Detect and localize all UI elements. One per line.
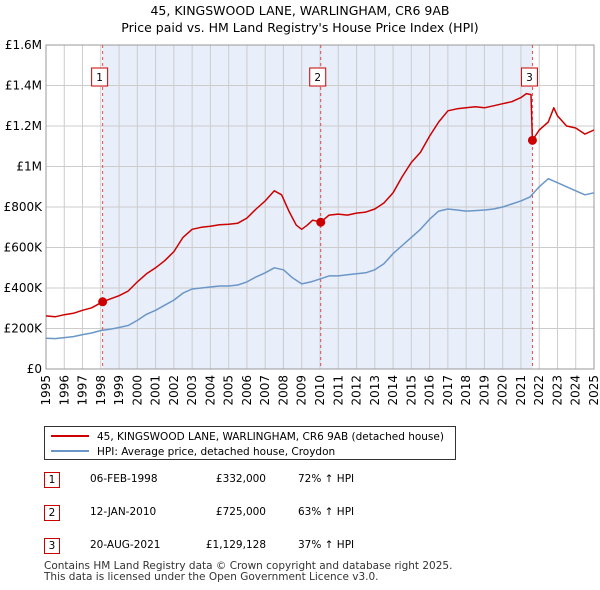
x-tick-label: 1996: [57, 375, 71, 406]
x-tick-label: 2006: [240, 375, 254, 406]
sale-point: [98, 297, 108, 307]
sale-point: [527, 135, 537, 145]
row-date: 12-JAN-2010: [90, 506, 157, 518]
legend-label-property: 45, KINGSWOOD LANE, WARLINGHAM, CR6 9AB …: [97, 431, 444, 443]
sale-label-number: 3: [526, 72, 533, 84]
row-date: 06-FEB-1998: [90, 473, 158, 485]
footer-attribution: Contains HM Land Registry data © Crown c…: [44, 561, 452, 583]
legend-label-hpi: HPI: Average price, detached house, Croy…: [97, 446, 336, 458]
x-tick-label: 2022: [532, 375, 546, 406]
y-tick-label: £600K: [4, 241, 44, 255]
y-tick-label: £1.6M: [5, 38, 42, 52]
chart-title: 45, KINGSWOOD LANE, WARLINGHAM, CR6 9AB …: [0, 2, 600, 36]
legend-item-hpi: HPI: Average price, detached house, Croy…: [51, 445, 335, 459]
x-tick-label: 1998: [94, 375, 108, 406]
hpi-series-line: [45, 177, 595, 340]
x-tick-label: 2008: [276, 375, 290, 406]
sale-point: [316, 217, 326, 227]
x-tick-label: 1995: [39, 375, 53, 406]
sale-label-number: 1: [96, 72, 103, 84]
row-marker-2: 2: [44, 505, 60, 521]
x-tick-label: 2025: [587, 375, 600, 406]
row-marker-3: 3: [44, 538, 60, 554]
row-hpi: 37% ↑ HPI: [298, 539, 355, 551]
x-tick-label: 2007: [258, 375, 272, 406]
sale-label-number: 2: [314, 72, 321, 84]
x-tick-label: 2020: [496, 375, 510, 406]
x-tick-label: 2012: [350, 375, 364, 406]
y-tick-label: £200K: [4, 322, 44, 336]
x-tick-label: 2015: [404, 375, 418, 406]
x-tick-label: 2018: [459, 375, 473, 406]
sale-label-box: [91, 67, 109, 87]
x-tick-label: 2013: [368, 375, 382, 406]
x-tick-label: 2011: [331, 375, 345, 406]
x-tick-label: 2002: [167, 375, 181, 406]
price-chart: 1 2 3 £0 £200K £400K £600K £800K £1M £1.2M £1.4M £1…: [4, 38, 600, 406]
row-price: £1,129,128: [205, 539, 266, 551]
x-tick-label: 2010: [313, 375, 327, 406]
chart-legend: 45, KINGSWOOD LANE, WARLINGHAM, CR6 9AB …: [44, 426, 456, 460]
x-tick-label: 2005: [222, 375, 236, 406]
x-tick-label: 2017: [441, 375, 455, 406]
legend-swatch-red: [51, 435, 89, 437]
x-tick-label: 2009: [295, 375, 309, 406]
footer-line-2: This data is licensed under the Open Gov…: [44, 571, 379, 583]
row-date: 20-AUG-2021: [90, 539, 161, 551]
footer-line-1: Contains HM Land Registry data © Crown c…: [44, 560, 453, 572]
row-hpi: 63% ↑ HPI: [298, 506, 355, 518]
chart-title-line-1: 45, KINGSWOOD LANE, WARLINGHAM, CR6 9AB: [150, 3, 450, 18]
x-tick-label: 1997: [76, 375, 90, 406]
plot-border: [45, 44, 595, 370]
x-tick-label: 2003: [185, 375, 199, 406]
x-tick-label: 2016: [423, 375, 437, 406]
x-tick-label: 2021: [514, 375, 528, 406]
x-tick-label: 2000: [130, 375, 144, 406]
sale-label-box: [309, 67, 327, 87]
sale-label-box: [520, 67, 538, 87]
row-price: £725,000: [215, 506, 266, 518]
x-tick-label: 2024: [569, 375, 583, 406]
x-tick-label: 2019: [477, 375, 491, 406]
x-tick-label: 2014: [386, 375, 400, 406]
row-marker-1: 1: [44, 472, 60, 488]
y-tick-label: £1.4M: [5, 79, 42, 93]
y-tick-label: £1.2M: [5, 119, 42, 133]
property-series-line: [45, 92, 595, 318]
y-tick-label: £1M: [16, 160, 42, 174]
x-tick-label: 2001: [149, 375, 163, 406]
legend-item-property: 45, KINGSWOOD LANE, WARLINGHAM, CR6 9AB …: [51, 430, 444, 444]
legend-swatch-blue: [51, 450, 89, 452]
y-tick-label: £0: [27, 362, 42, 376]
y-tick-label: £400K: [4, 281, 44, 295]
row-price: £332,000: [215, 473, 266, 485]
y-tick-label: £800K: [4, 200, 44, 214]
x-tick-label: 1999: [112, 375, 126, 406]
chart-title-line-2: Price paid vs. HM Land Registry's House …: [121, 20, 479, 35]
x-tick-label: 2023: [550, 375, 564, 406]
x-tick-label: 2004: [203, 375, 217, 406]
row-hpi: 72% ↑ HPI: [298, 473, 355, 485]
